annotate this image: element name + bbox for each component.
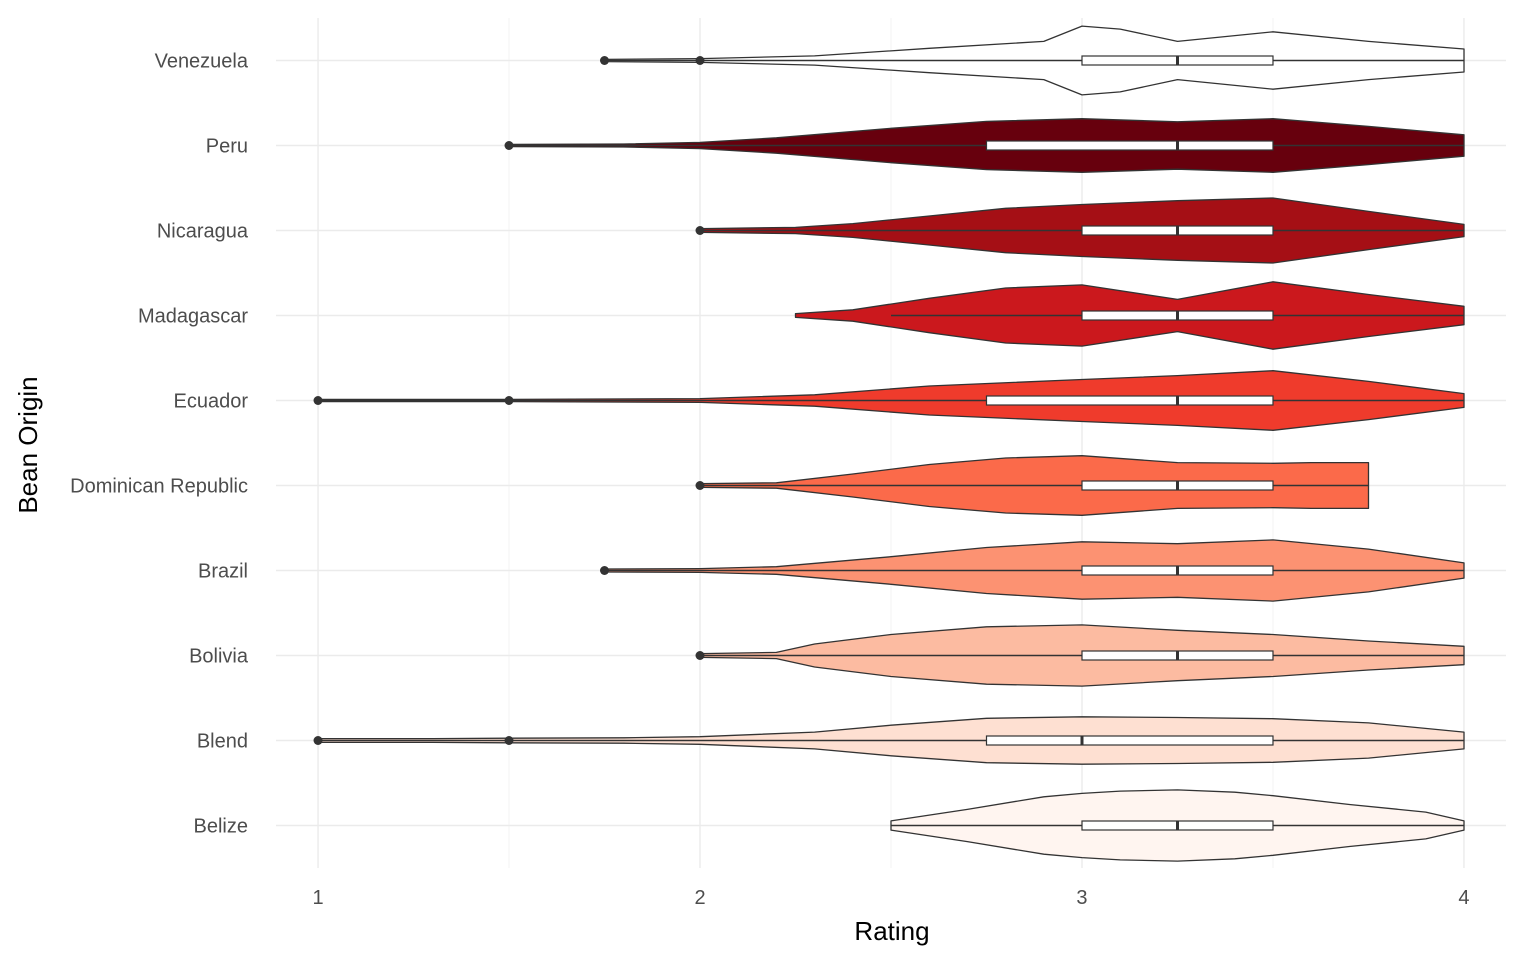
x-tick-label: 4	[1458, 887, 1469, 909]
outlier-point	[695, 56, 705, 65]
y-tick-label: Belize	[194, 816, 248, 838]
outlier-point	[695, 651, 705, 660]
outlier-point	[313, 396, 323, 405]
y-tick-labels: Belize Blend Bolivia Brazil Dominican Republ…	[70, 51, 249, 838]
outlier-point	[504, 396, 514, 405]
violin-group	[890, 789, 1465, 862]
y-tick-label: Nicaragua	[157, 221, 249, 243]
violin-group	[600, 539, 1465, 602]
outlier-point	[504, 736, 514, 745]
y-axis-title: Bean Origin	[13, 376, 43, 513]
x-axis-title: Rating	[854, 916, 929, 946]
outlier-point	[600, 56, 610, 65]
x-tick-labels: 1 2 3 4	[312, 887, 1469, 909]
y-tick-label: Bolivia	[189, 646, 249, 668]
violin-group	[695, 624, 1465, 687]
x-tick-label: 1	[312, 887, 323, 909]
violin-group	[695, 197, 1465, 264]
outlier-point	[600, 566, 610, 575]
y-tick-label: Ecuador	[174, 391, 249, 413]
violin-group	[695, 455, 1370, 516]
outlier-point	[504, 141, 514, 150]
y-tick-label: Madagascar	[138, 306, 248, 328]
outlier-point	[313, 736, 323, 745]
outlier-point	[695, 481, 705, 490]
y-tick-label: Venezuela	[155, 51, 249, 73]
violin-group	[600, 25, 1465, 96]
box-iqr	[985, 395, 1274, 406]
violin-group	[794, 281, 1465, 350]
violin-group	[313, 716, 1465, 765]
box-iqr	[985, 735, 1274, 746]
violin-group	[504, 118, 1465, 173]
x-tick-label: 3	[1076, 887, 1087, 909]
violins	[313, 25, 1465, 862]
y-tick-label: Blend	[197, 731, 248, 753]
box-iqr	[985, 140, 1274, 151]
violin-group	[313, 370, 1465, 431]
y-tick-label: Peru	[206, 136, 248, 158]
x-tick-label: 2	[694, 887, 705, 909]
y-tick-label: Brazil	[198, 561, 248, 583]
outlier-point	[695, 226, 705, 235]
y-tick-label: Dominican Republic	[70, 476, 248, 498]
